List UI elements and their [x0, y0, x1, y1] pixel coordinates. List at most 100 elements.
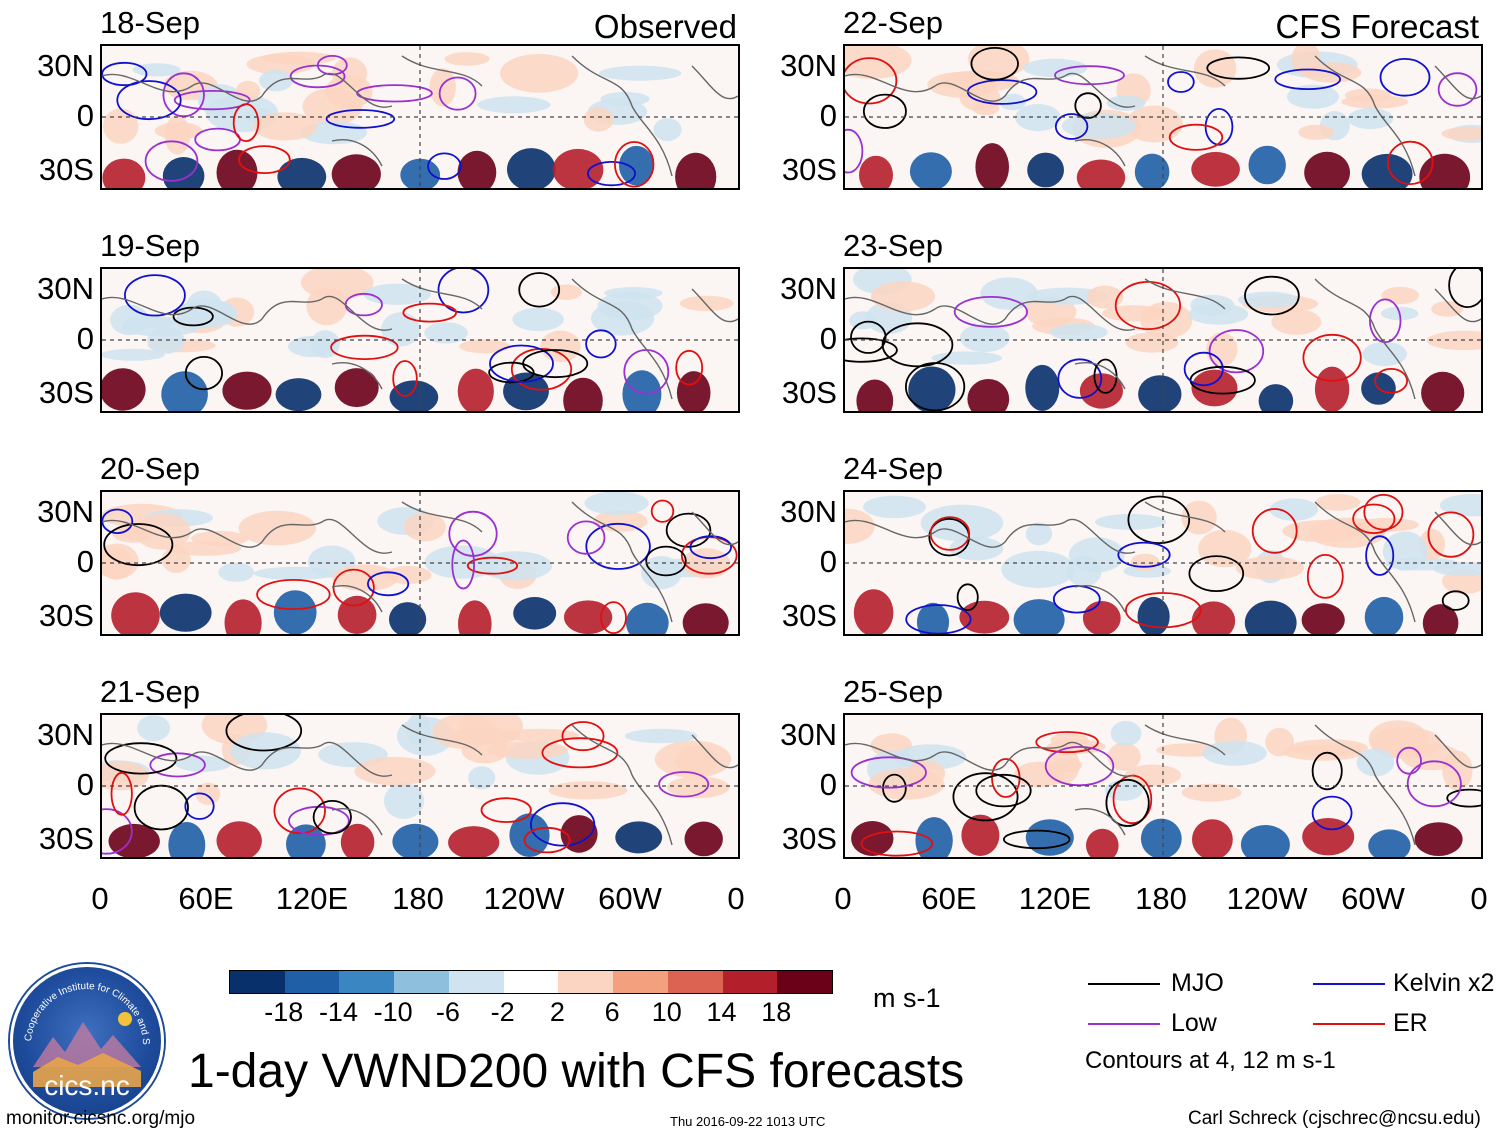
- contour-line: [881, 322, 954, 368]
- y-label: 30N: [780, 271, 837, 306]
- anomaly-core: [1025, 364, 1060, 411]
- anomaly-core: [458, 600, 492, 634]
- anomaly-core: [1134, 153, 1170, 188]
- contour-line: [194, 127, 241, 152]
- anomaly-core: [1191, 369, 1238, 407]
- anomaly-core: [961, 814, 1000, 856]
- contour-line: [1396, 746, 1422, 775]
- y-label: 30N: [780, 48, 837, 83]
- contour-line: [1035, 731, 1099, 754]
- anomaly-core: [1027, 152, 1064, 188]
- colorbar-tick-label: 18: [761, 997, 792, 1027]
- y-label: 30S: [781, 821, 837, 856]
- contour-line: [1183, 351, 1224, 387]
- contour-line: [1251, 508, 1298, 554]
- anomaly-patch: [1181, 500, 1217, 535]
- anomaly-core: [856, 379, 894, 411]
- contour-line: [332, 568, 375, 607]
- panel-date-0: 18-Sep: [100, 5, 200, 40]
- anomaly-core: [1191, 601, 1236, 634]
- contour-line: [1374, 368, 1408, 394]
- anomaly-core: [448, 826, 500, 857]
- anomaly-patch: [1023, 58, 1088, 78]
- legend-er-label: ER: [1393, 1009, 1428, 1037]
- contour-line: [1105, 778, 1150, 827]
- colorbar-tick-label: -10: [373, 997, 413, 1027]
- map-panel-0: [100, 44, 740, 190]
- panel-date-1: 19-Sep: [100, 228, 200, 263]
- coastline: [102, 55, 738, 177]
- anomaly-patch: [667, 776, 730, 799]
- y-label: 30N: [780, 494, 837, 529]
- anomaly-core: [916, 602, 950, 634]
- contour-line: [392, 360, 418, 397]
- y-label: 0: [76, 544, 94, 579]
- anomaly-core: [967, 379, 1010, 411]
- x-label-forecast: 180: [1135, 881, 1187, 916]
- anomaly-patch: [949, 536, 1004, 561]
- contour-line: [144, 140, 199, 182]
- contour-line: [1306, 554, 1344, 599]
- anomaly-patch: [1382, 531, 1428, 571]
- anomaly-core: [1258, 384, 1294, 411]
- contour-line: [1044, 745, 1115, 787]
- contour-line: [225, 715, 303, 752]
- colorbar-swatch: [448, 971, 504, 993]
- x-label-forecast: 60E: [921, 881, 977, 916]
- anomaly-patch: [1124, 764, 1182, 787]
- anomaly-core: [675, 152, 717, 188]
- footer-url[interactable]: monitor.cicsnc.org/mjo: [6, 1108, 196, 1129]
- coastline: [845, 278, 1481, 400]
- panel-date-7: 25-Sep: [843, 674, 943, 709]
- map-panel-7: [843, 713, 1483, 859]
- anomaly-patch: [625, 728, 698, 744]
- legend-mjo-label: MJO: [1171, 969, 1224, 997]
- contour-line: [845, 337, 898, 363]
- contour-line: [561, 721, 605, 752]
- x-label-forecast: 120W: [1226, 881, 1308, 916]
- anomaly-patch: [468, 766, 496, 790]
- contour-line: [402, 302, 458, 323]
- x-label-observed: 0: [91, 881, 109, 916]
- anomaly-core: [908, 366, 956, 411]
- y-label: 30N: [37, 494, 94, 529]
- contour-line: [658, 771, 710, 798]
- contour-line: [1127, 495, 1191, 544]
- contour-line: [1052, 585, 1101, 614]
- anomaly-patch: [444, 52, 490, 66]
- panel-date-2: 20-Sep: [100, 451, 200, 486]
- colorbar-tick-label: -14: [318, 997, 358, 1027]
- anomaly-patch: [381, 312, 421, 347]
- colorbar-tick-label: 14: [706, 997, 737, 1027]
- colorbar-tick-label: -6: [435, 997, 460, 1027]
- anomaly-patch: [1086, 285, 1124, 309]
- anomaly-patch: [1282, 520, 1362, 543]
- map-panel-3: [100, 713, 740, 859]
- contour-line: [273, 787, 326, 835]
- anomaly-patch: [1315, 494, 1361, 511]
- contour-line: [451, 539, 476, 590]
- y-label: 0: [76, 321, 94, 356]
- contour-line: [523, 826, 571, 854]
- anomaly-patch: [253, 112, 317, 141]
- contour-line: [850, 756, 927, 789]
- contour-line: [1311, 795, 1353, 831]
- contour-line: [103, 523, 174, 567]
- anomaly-core: [111, 592, 160, 634]
- contour-line: [675, 349, 704, 386]
- panel-date-4: 22-Sep: [843, 5, 943, 40]
- contour-line: [104, 742, 178, 775]
- contour-line: [1206, 56, 1271, 80]
- x-label-observed: 120W: [483, 881, 565, 916]
- contour-line: [238, 145, 291, 174]
- contour-line: [845, 57, 898, 105]
- y-label: 30N: [37, 48, 94, 83]
- colorbar-units: m s-1: [873, 983, 941, 1013]
- contour-line: [970, 46, 1019, 81]
- anomaly-patch: [540, 330, 581, 363]
- contour-line: [344, 292, 383, 317]
- anomaly-patch: [845, 508, 875, 544]
- anomaly-patch: [653, 118, 682, 142]
- anomaly-core: [457, 368, 494, 411]
- anomaly-patch: [175, 755, 231, 772]
